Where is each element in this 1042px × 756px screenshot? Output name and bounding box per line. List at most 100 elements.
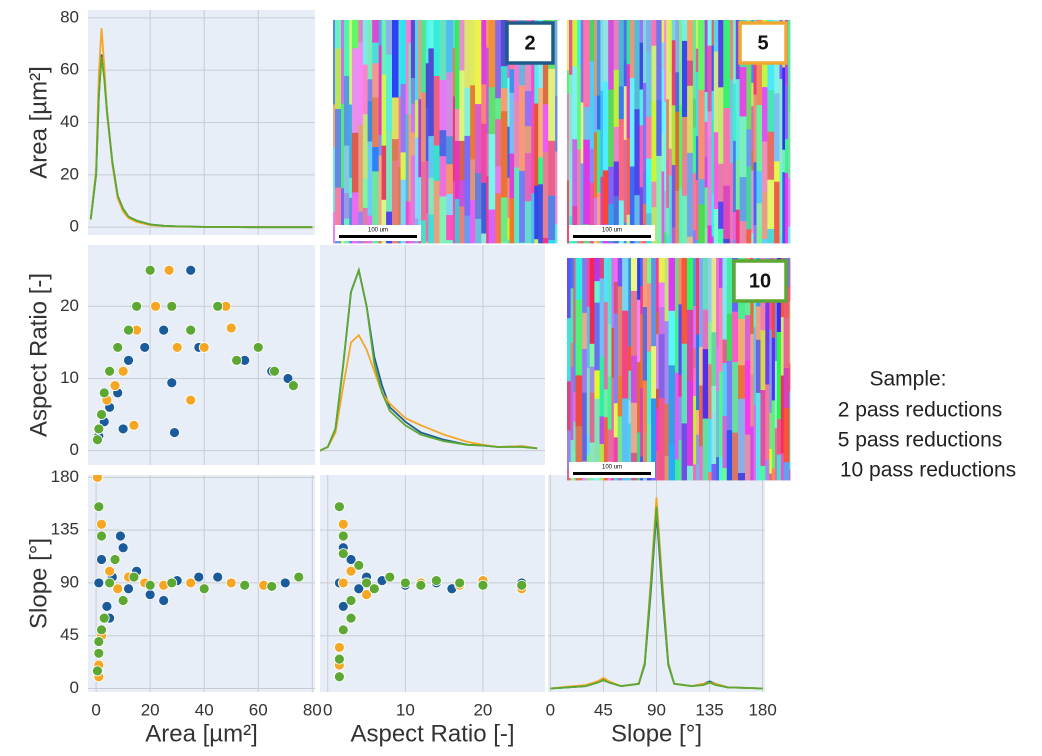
scatter-point xyxy=(150,300,161,312)
grain xyxy=(470,85,476,160)
grain xyxy=(726,430,733,481)
grain xyxy=(569,74,573,151)
grain xyxy=(787,20,791,85)
grain xyxy=(753,405,757,481)
grain xyxy=(687,236,694,244)
grain xyxy=(519,242,526,244)
grain xyxy=(542,237,549,244)
grain xyxy=(538,157,544,185)
grain xyxy=(687,60,694,87)
grain xyxy=(573,421,576,451)
grain xyxy=(567,258,571,319)
scatter-point xyxy=(333,642,345,653)
scatter-point xyxy=(333,501,345,513)
grain xyxy=(708,321,712,365)
grain xyxy=(622,258,629,312)
grain xyxy=(567,430,571,470)
scatter-point xyxy=(123,355,134,366)
label-box xyxy=(738,21,788,65)
grain xyxy=(675,258,679,318)
image-label: 5 xyxy=(757,32,768,54)
grain xyxy=(488,134,496,210)
scale-bar xyxy=(573,235,651,238)
grain xyxy=(418,177,422,238)
scatter-point xyxy=(92,665,103,677)
grain xyxy=(756,203,763,228)
grain xyxy=(381,74,387,146)
grain xyxy=(628,258,632,347)
grain xyxy=(410,132,416,156)
grain xyxy=(658,398,665,481)
grain xyxy=(333,147,336,213)
y-tick-label: 0 xyxy=(70,217,79,236)
scatter-point xyxy=(93,501,105,513)
legend-entry: 10 pass reductions xyxy=(840,459,1016,482)
grain xyxy=(524,201,532,244)
grain xyxy=(771,400,776,469)
scatter-point xyxy=(144,264,156,276)
y-tick-label: 20 xyxy=(60,164,79,183)
grain xyxy=(651,181,657,208)
grain xyxy=(762,87,768,142)
grain xyxy=(735,20,740,80)
grain xyxy=(789,258,791,302)
grain xyxy=(696,434,700,465)
x-tick-label: 180 xyxy=(748,700,776,719)
grain xyxy=(750,374,754,427)
grain xyxy=(678,375,682,398)
grain xyxy=(481,182,487,234)
grain xyxy=(723,108,731,187)
grain xyxy=(687,258,694,311)
grain xyxy=(367,101,373,142)
grain xyxy=(603,417,609,481)
grain xyxy=(464,215,471,244)
x-tick-label: 90 xyxy=(647,700,666,719)
scatter-point xyxy=(144,579,156,591)
grain xyxy=(631,402,638,454)
grain xyxy=(639,42,644,90)
grain xyxy=(410,103,416,133)
scatter-point xyxy=(279,577,291,589)
grain xyxy=(692,173,697,231)
grain xyxy=(572,20,578,67)
grain xyxy=(789,469,791,481)
grain xyxy=(495,166,502,194)
grain xyxy=(486,47,489,134)
grain xyxy=(631,290,638,357)
grain xyxy=(787,110,791,179)
grain xyxy=(647,351,652,424)
grain xyxy=(589,258,595,345)
grain xyxy=(597,20,601,96)
grain xyxy=(695,240,699,244)
grain xyxy=(755,306,761,341)
grain xyxy=(594,258,600,282)
scatter-point xyxy=(139,342,151,353)
grain xyxy=(629,20,635,79)
grain xyxy=(555,224,558,244)
grain xyxy=(507,218,510,240)
grain xyxy=(704,122,708,158)
y-tick-label: 20 xyxy=(60,296,79,315)
y-tick-label: 0 xyxy=(70,440,79,459)
grain xyxy=(386,20,393,55)
grain xyxy=(548,68,556,142)
scatter-point xyxy=(337,600,349,612)
grain xyxy=(378,135,382,156)
grain xyxy=(500,197,508,243)
grain xyxy=(470,200,476,244)
grain xyxy=(692,127,697,174)
grain xyxy=(573,391,576,423)
grain xyxy=(421,161,427,221)
grain xyxy=(666,159,670,209)
grain xyxy=(682,116,688,159)
grain xyxy=(372,147,380,172)
grain xyxy=(582,258,588,314)
grain xyxy=(651,475,657,481)
scatter-point xyxy=(353,559,365,571)
grain xyxy=(738,473,746,481)
grain xyxy=(618,119,625,201)
grain xyxy=(711,193,715,237)
grain xyxy=(433,145,440,182)
